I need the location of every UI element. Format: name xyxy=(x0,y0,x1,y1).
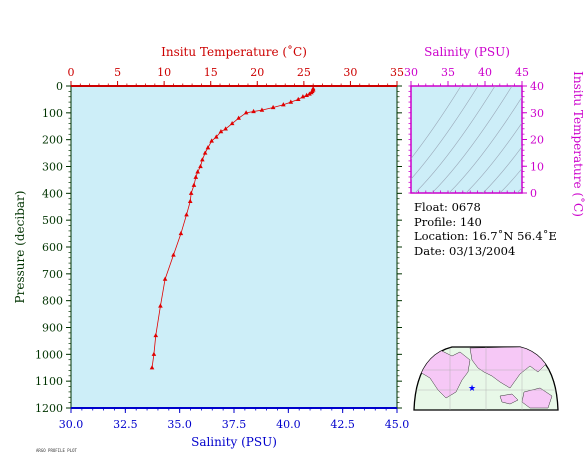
bottom-tick-label: 40.0 xyxy=(276,418,301,431)
left-axis-label: Pressure (decibar) xyxy=(13,191,27,304)
temperature-data-point xyxy=(307,91,312,96)
temperature-data-point xyxy=(214,134,219,139)
ts-density-contour xyxy=(411,86,479,180)
temperature-data-point xyxy=(158,303,163,308)
temperature-data-point xyxy=(270,104,276,110)
left-tick-label: 1100 xyxy=(35,375,63,388)
top-tick-label: 35 xyxy=(390,66,404,79)
ts-right-tick-label: 40 xyxy=(530,80,544,93)
temperature-data-point xyxy=(295,96,301,102)
ts-density-contour xyxy=(448,96,522,193)
temperature-data-point xyxy=(259,107,265,112)
temperature-data-point xyxy=(251,108,256,114)
temperature-data-point xyxy=(281,102,286,107)
left-tick-label: 800 xyxy=(42,295,63,308)
temperature-data-point xyxy=(304,92,309,97)
ts-right-tick-label: 0 xyxy=(530,187,537,200)
float-location-marker: ★ xyxy=(468,384,476,394)
temperature-data-point xyxy=(171,252,176,257)
temperature-data-point xyxy=(205,145,211,150)
temperature-data-point xyxy=(202,150,208,155)
bottom-tick-label: 32.5 xyxy=(113,418,138,431)
temperature-data-point xyxy=(243,110,249,115)
top-tick-label: 5 xyxy=(114,66,121,79)
bottom-tick-label: 45.0 xyxy=(385,418,410,431)
footer-text: ARGO PROFILE PLOT xyxy=(36,448,77,453)
temperature-data-point xyxy=(187,198,193,203)
float-location-map: ★ xyxy=(413,346,559,411)
map-graticule xyxy=(414,347,558,410)
temperature-data-point xyxy=(188,190,194,195)
float-info-block: Float: 0678 Profile: 140 Location: 16.7˚… xyxy=(414,200,557,258)
left-tick-label: 0 xyxy=(56,80,63,93)
temperature-data-point xyxy=(153,332,159,338)
temperature-data-point xyxy=(149,365,155,370)
map-land xyxy=(499,393,519,405)
left-tick-label: 600 xyxy=(42,241,63,254)
left-tick-label: 700 xyxy=(42,268,63,281)
temperature-data-point xyxy=(288,99,294,104)
left-tick-label: 400 xyxy=(42,187,63,200)
float-id: Float: 0678 xyxy=(414,200,481,214)
left-tick-label: 200 xyxy=(42,134,63,147)
ts-density-contour xyxy=(431,86,513,193)
main-plot-background xyxy=(70,85,398,409)
bottom-tick-label: 42.5 xyxy=(330,418,355,431)
temperature-data-point xyxy=(229,120,235,126)
float-location: Location: 16.7˚N 56.4˚E xyxy=(414,229,557,243)
profile-date: Date: 03/13/2004 xyxy=(414,243,516,258)
main-profile-plot: 0 5 10 15 20 25 30 35 30.0 32.5 35.0 37.5 40.0 42.5 4… xyxy=(13,44,409,449)
temperature-data-point xyxy=(218,129,224,134)
ts-plot-background xyxy=(410,85,523,194)
left-tick-label: 100 xyxy=(42,107,63,120)
temperature-data-point xyxy=(209,138,214,143)
temperature-data-point xyxy=(200,157,205,162)
top-tick-label: 15 xyxy=(204,66,218,79)
temperature-data-point xyxy=(300,94,306,99)
bottom-axis-label: Salinity (PSU) xyxy=(191,435,277,449)
bottom-tick-label: 37.5 xyxy=(222,418,247,431)
ts-density-contour xyxy=(411,86,462,160)
ts-right-tick-label: 20 xyxy=(530,134,544,147)
ts-top-axis-label: Salinity (PSU) xyxy=(424,45,510,59)
temperature-data-point xyxy=(191,182,197,187)
ts-top-tick-label: 30 xyxy=(404,66,418,79)
top-axis-label: Insitu Temperature (˚C) xyxy=(161,44,307,59)
temperature-data-point xyxy=(223,126,228,131)
temperature-data-point xyxy=(236,115,241,120)
left-tick-label: 1200 xyxy=(35,402,63,415)
ts-density-contour xyxy=(465,122,522,193)
ts-right-tick-label: 10 xyxy=(530,160,544,173)
ts-right-tick-label: 30 xyxy=(530,107,544,120)
top-tick-label: 0 xyxy=(68,66,75,79)
temperature-data-point xyxy=(178,230,184,236)
ts-right-axis-label: Insitu Temperature (˚C) xyxy=(571,71,586,217)
temperature-data-point xyxy=(198,163,203,169)
ts-density-contour xyxy=(414,86,496,193)
bottom-tick-label: 35.0 xyxy=(167,418,192,431)
top-tick-label: 25 xyxy=(297,66,311,79)
ts-top-tick-label: 40 xyxy=(478,66,492,79)
top-tick-label: 10 xyxy=(157,66,171,79)
ts-density-contour xyxy=(499,168,522,193)
ts-density-contour xyxy=(482,146,522,193)
left-tick-label: 1000 xyxy=(35,348,63,361)
temperature-data-point xyxy=(184,212,189,217)
ts-top-tick-label: 45 xyxy=(515,66,529,79)
bottom-tick-label: 30.0 xyxy=(59,418,84,431)
left-tick-label: 500 xyxy=(42,214,63,227)
top-tick-label: 30 xyxy=(343,66,357,79)
profile-number: Profile: 140 xyxy=(414,214,482,229)
temperature-data-point xyxy=(193,174,199,179)
top-tick-label: 20 xyxy=(250,66,264,79)
temperature-data-point xyxy=(151,351,157,356)
temperature-data-point xyxy=(195,169,200,174)
temperature-data-point xyxy=(162,276,168,281)
left-tick-label: 900 xyxy=(42,322,63,335)
left-tick-label: 300 xyxy=(42,161,63,174)
ts-top-tick-label: 35 xyxy=(441,66,455,79)
